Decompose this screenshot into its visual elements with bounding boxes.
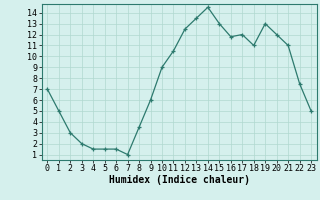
- X-axis label: Humidex (Indice chaleur): Humidex (Indice chaleur): [109, 175, 250, 185]
